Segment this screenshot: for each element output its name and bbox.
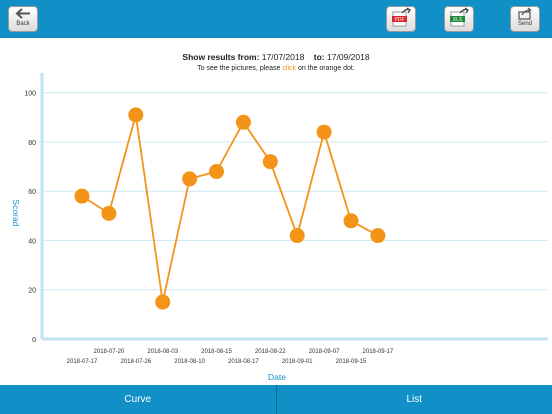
- export-pdf-button[interactable]: PDF: [386, 6, 416, 32]
- x-tick-label: 2018-09-07: [309, 349, 340, 355]
- x-tick-label: 2018-09-17: [363, 349, 394, 355]
- x-tick-label: 2018-08-10: [174, 359, 205, 365]
- y-tick-label: 20: [28, 288, 36, 295]
- data-point[interactable]: [370, 228, 386, 244]
- bottom-tab-bar: Curve List: [0, 385, 552, 414]
- back-label: Back: [16, 21, 30, 27]
- data-point[interactable]: [235, 114, 251, 130]
- hint-text-before: To see the pictures, please: [197, 65, 281, 72]
- date-range-header: Show results from: 17/07/2018 to: 17/09/…: [0, 52, 552, 72]
- y-tick-label: 0: [32, 337, 36, 344]
- y-tick-label: 100: [24, 91, 36, 98]
- scorad-line-chart: 0 20 40 60 80 100 2018-07-17 2018-07-20 2018-07-…: [11, 73, 548, 382]
- to-date[interactable]: 17/09/2018: [327, 52, 370, 62]
- x-tick-label: 2018-07-17: [67, 359, 98, 365]
- back-button[interactable]: Back: [8, 6, 38, 32]
- data-point[interactable]: [101, 205, 117, 221]
- y-axis-title: Scorad: [11, 200, 21, 227]
- share-icon: [518, 7, 532, 20]
- x-tick-label: 2018-09-01: [282, 359, 313, 365]
- top-toolbar: Back PDF XLS Send: [0, 0, 552, 38]
- x-tick-label: 2018-07-20: [94, 349, 125, 355]
- export-xls-button[interactable]: XLS: [444, 6, 474, 32]
- x-tick-label: 2018-07-26: [120, 359, 151, 365]
- y-tick-label: 80: [28, 140, 36, 147]
- tab-curve[interactable]: Curve: [124, 394, 152, 405]
- hint-click-word: click: [282, 65, 297, 72]
- send-label: Send: [517, 21, 532, 27]
- data-point[interactable]: [182, 171, 198, 187]
- from-label: Show results from:: [182, 52, 260, 62]
- data-point[interactable]: [289, 228, 305, 244]
- data-point[interactable]: [128, 107, 144, 123]
- xls-label: XLS: [453, 17, 463, 23]
- x-tick-label: 2018-08-17: [228, 359, 259, 365]
- x-tick-label: 2018-08-22: [255, 349, 286, 355]
- y-tick-label: 60: [28, 189, 36, 196]
- x-tick-label: 2018-09-15: [336, 359, 367, 365]
- back-arrow-icon: [15, 8, 30, 19]
- data-point[interactable]: [262, 154, 278, 170]
- data-point[interactable]: [155, 294, 171, 310]
- data-point[interactable]: [74, 188, 90, 204]
- from-date[interactable]: 17/07/2018: [261, 52, 305, 62]
- x-tick-label: 2018-08-03: [147, 349, 178, 355]
- to-label: to:: [313, 52, 325, 62]
- x-axis-title: Date: [268, 372, 286, 382]
- tab-list[interactable]: List: [275, 385, 552, 414]
- y-tick-label: 40: [28, 238, 36, 245]
- pdf-file-icon: PDF: [392, 7, 411, 27]
- x-tick-label: 2018-08-15: [201, 349, 232, 355]
- data-point[interactable]: [316, 124, 332, 140]
- data-point[interactable]: [209, 164, 224, 180]
- series-line: [81, 114, 379, 303]
- xls-file-icon: XLS: [450, 7, 469, 27]
- data-point[interactable]: [343, 213, 359, 229]
- date-range: Show results from: 17/07/2018 to: 17/09/…: [0, 52, 552, 62]
- send-button[interactable]: Send: [510, 6, 540, 32]
- pdf-label: PDF: [395, 17, 405, 23]
- pictures-hint: To see the pictures, please click on the…: [0, 65, 552, 72]
- hint-text-after: on the orange dot.: [297, 65, 355, 72]
